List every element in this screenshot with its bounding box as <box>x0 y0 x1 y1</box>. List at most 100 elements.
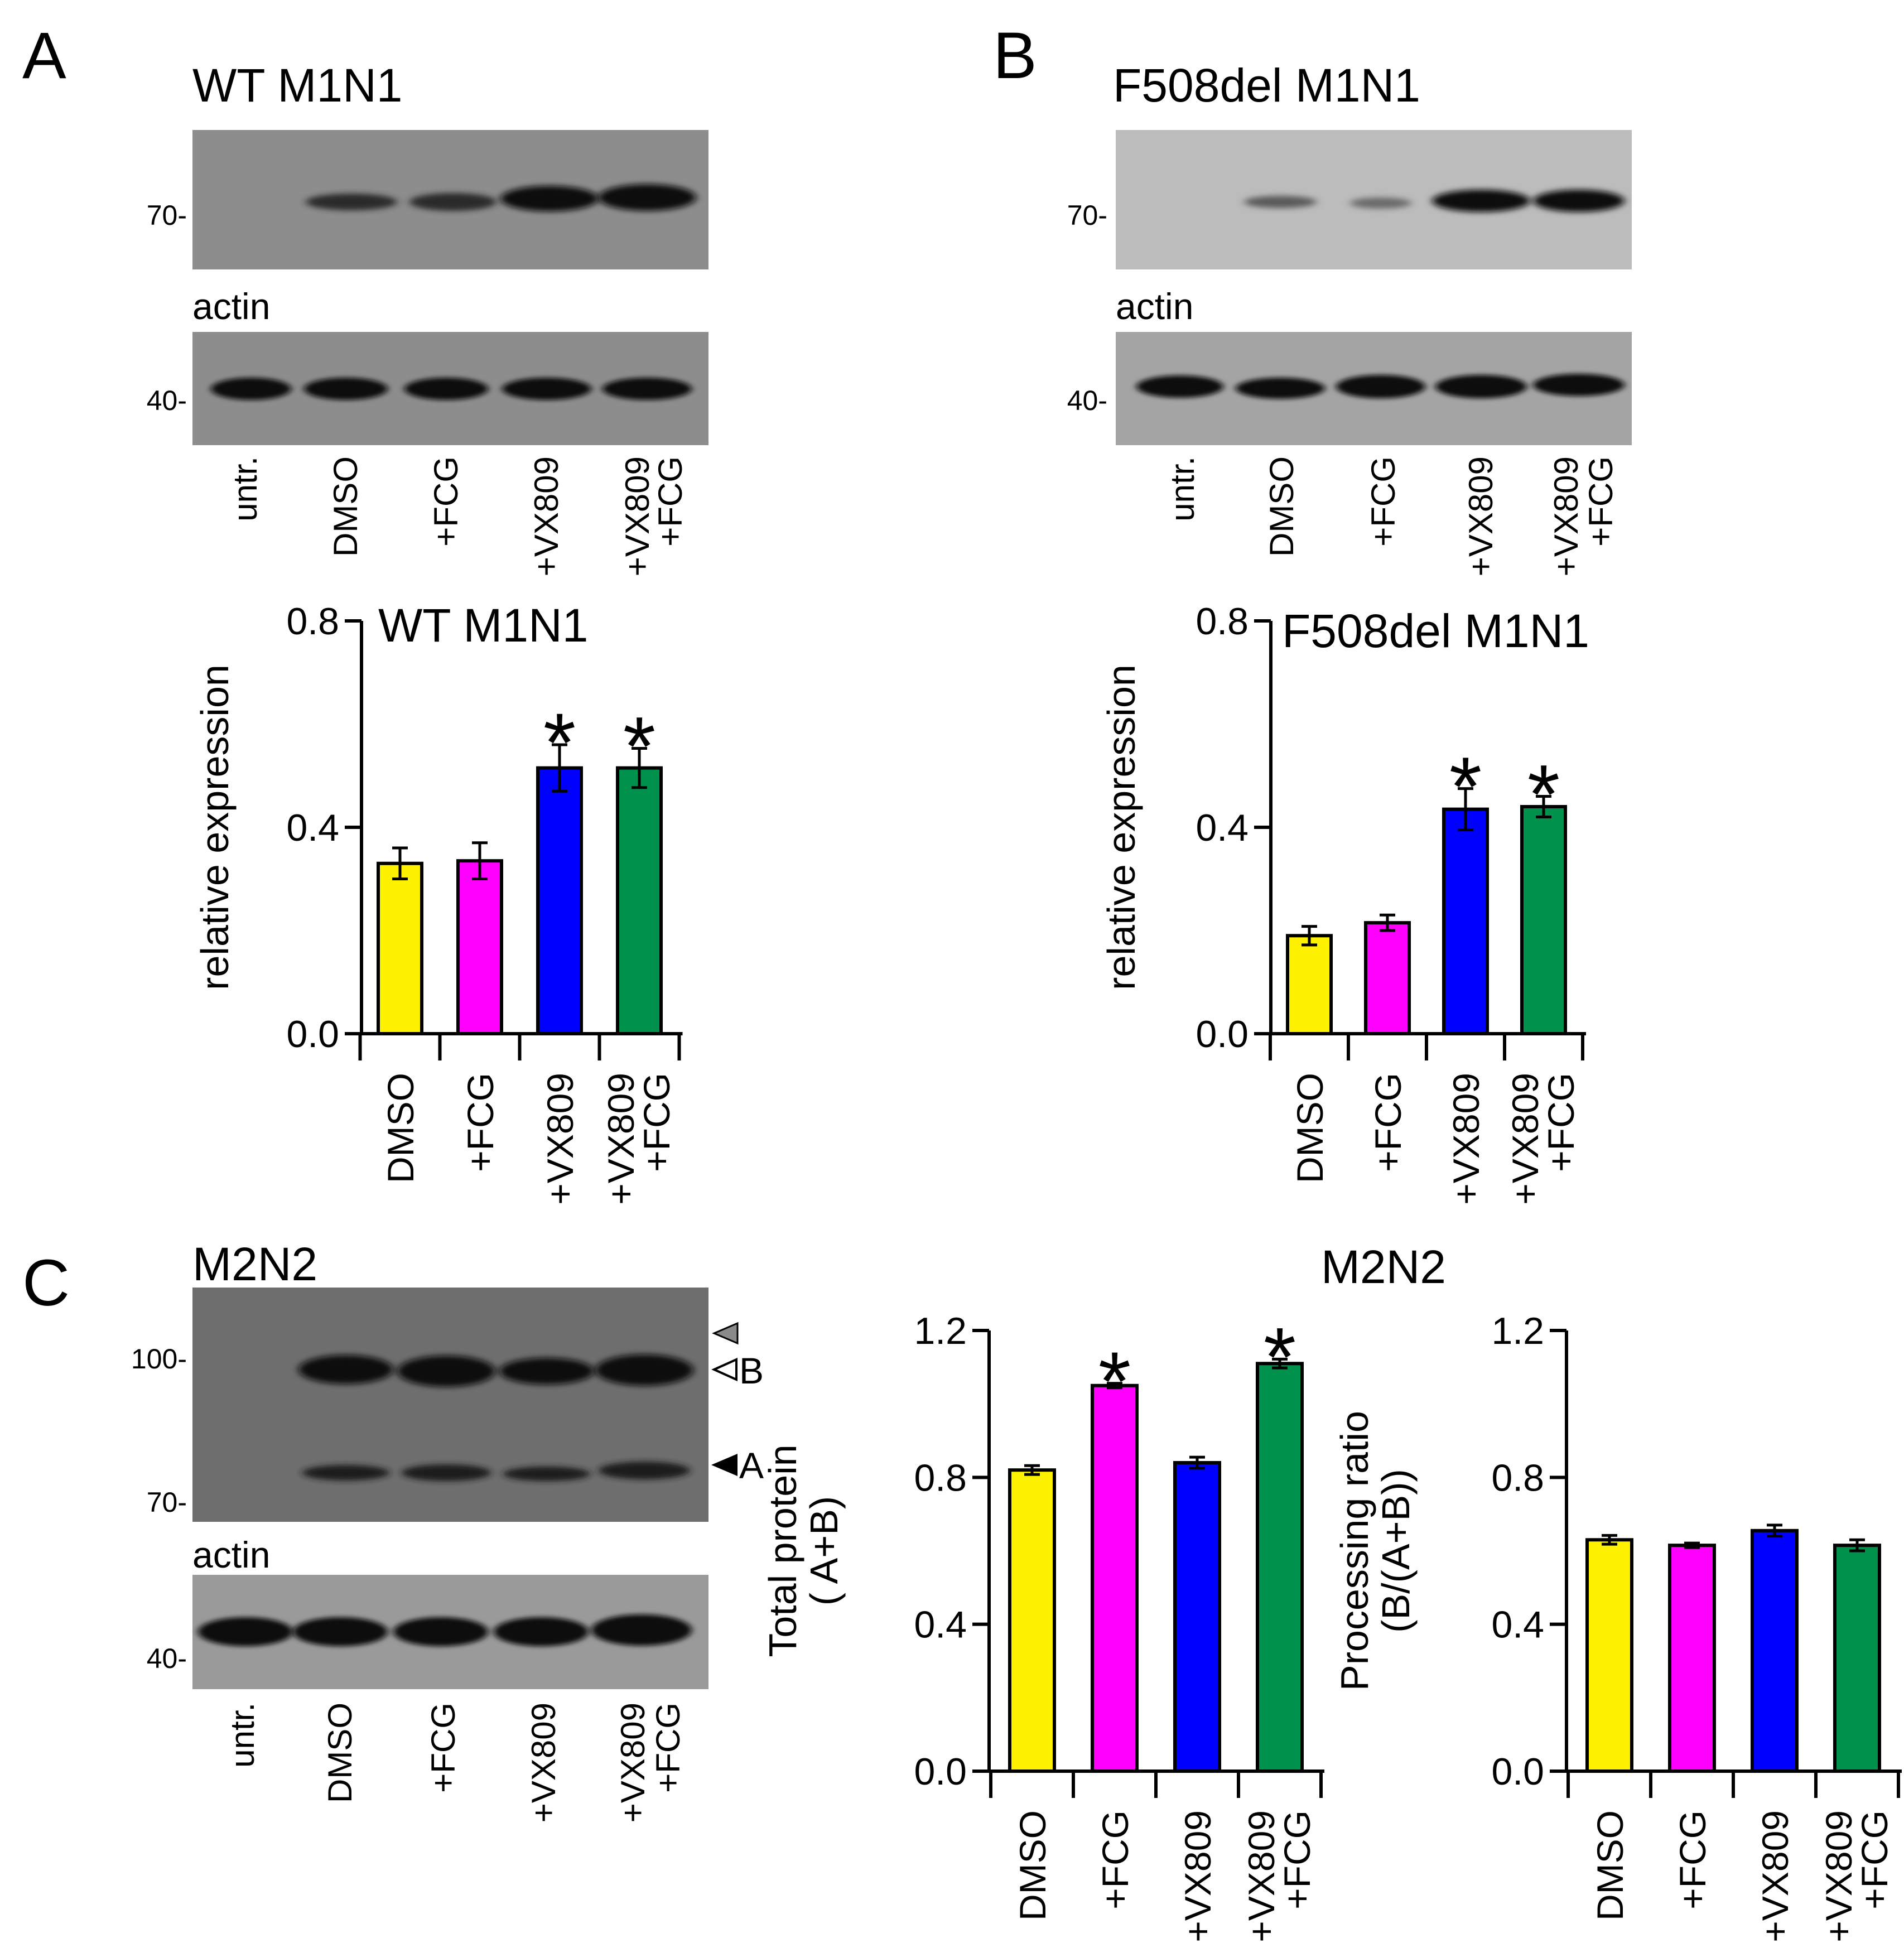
category-label: +FCG <box>1540 1073 1582 1172</box>
blot-band <box>1136 375 1223 398</box>
lane-label: +FCG <box>649 1703 687 1793</box>
y-tick-label: 0.8 <box>914 1457 967 1499</box>
blot-band <box>1350 197 1411 209</box>
y-tick-label: 1.2 <box>1491 1310 1544 1352</box>
blot-band <box>293 1617 388 1646</box>
bar <box>377 861 423 1035</box>
lane-label: +FCG <box>427 456 465 547</box>
significance-star: * <box>1098 1334 1131 1428</box>
bar <box>1256 1362 1304 1773</box>
loading-control-label: actin <box>192 1534 270 1575</box>
category-label: +FCG <box>1367 1073 1409 1172</box>
blot-band <box>595 1354 693 1386</box>
panel-label-a: A <box>22 19 66 93</box>
category-label: +VX809 <box>1505 1073 1546 1205</box>
blot-band <box>302 1465 389 1481</box>
blot-band <box>602 378 692 400</box>
bar <box>1286 934 1333 1035</box>
y-tick-label: 0.4 <box>1196 807 1249 849</box>
y-tick-label: 0.8 <box>1196 600 1249 643</box>
mw-marker-70: 70- <box>147 1487 187 1518</box>
mw-marker-100: 100- <box>131 1343 187 1375</box>
panel-c-charts-title: M2N2 <box>1321 1241 1446 1293</box>
lane-label: untr. <box>1164 456 1201 522</box>
significance-star: * <box>543 696 576 789</box>
blot-band <box>397 1356 495 1387</box>
blot-band <box>599 1462 690 1479</box>
category-label: +VX809 <box>1241 1810 1282 1942</box>
blot-band <box>1533 374 1625 396</box>
blot-membrane <box>192 1288 708 1522</box>
blot-band <box>494 1617 589 1646</box>
lane-labels-b: untr. DMSO +FCG +VX809 +VX809 +FCG <box>1164 456 1619 576</box>
bar <box>1833 1544 1881 1773</box>
panel-label-b: B <box>993 19 1037 93</box>
category-label: +FCG <box>636 1073 677 1172</box>
blot-band <box>500 186 599 211</box>
lane-label: +VX809 <box>1548 456 1585 576</box>
blot-band <box>393 1617 488 1646</box>
blot-band <box>1435 375 1527 398</box>
y-tick-label: 0.8 <box>1491 1457 1544 1499</box>
blot-band <box>306 194 397 210</box>
significance-star: * <box>1264 1310 1296 1404</box>
band-label-b: B <box>739 1350 764 1391</box>
lane-label: +FCG <box>1365 456 1402 547</box>
category-label: +VX809 <box>1754 1810 1796 1942</box>
bar-chart-wt-m1n1: WT M1N1 0.0 0.4 0.8 relative expression DMSO +… <box>193 599 683 1205</box>
lane-label: DMSO <box>321 1703 359 1803</box>
y-axis-label: Total protein <box>761 1444 804 1657</box>
panel-b-blot-title: F508del M1N1 <box>1113 59 1420 112</box>
y-tick-label: 1.2 <box>914 1310 967 1352</box>
bar <box>1364 921 1411 1035</box>
bar <box>1008 1468 1056 1773</box>
blot-band <box>503 1467 590 1481</box>
significance-star: * <box>623 699 655 793</box>
bar <box>456 859 503 1035</box>
lane-label: DMSO <box>1263 456 1300 557</box>
category-label: +FCG <box>1672 1810 1713 1910</box>
panel-label-c: C <box>22 1246 70 1320</box>
y-tick-label: 0.4 <box>286 807 339 849</box>
lane-label: DMSO <box>327 456 364 557</box>
mw-marker-40: 40- <box>1067 385 1107 416</box>
blot-band <box>1236 378 1325 399</box>
loading-control-label: actin <box>1116 286 1193 327</box>
loading-control-label: actin <box>192 286 270 327</box>
lane-label: +FCG <box>1582 456 1619 547</box>
bar <box>616 766 663 1035</box>
significance-star: * <box>1449 740 1482 833</box>
lane-label: untr. <box>226 456 264 522</box>
category-label: +VX809 <box>1818 1810 1859 1942</box>
blot-band <box>1432 190 1530 212</box>
y-tick-label: 0.0 <box>1196 1013 1249 1055</box>
category-label: DMSO <box>380 1073 421 1183</box>
blot-band <box>499 1358 594 1385</box>
bar <box>1668 1544 1716 1773</box>
y-tick-label: 0.0 <box>286 1013 339 1055</box>
category-label: +VX809 <box>1177 1810 1218 1942</box>
lane-label: +VX809 <box>1462 456 1500 576</box>
y-axis-label: relative expression <box>193 664 237 990</box>
blot-actin-a <box>192 332 708 445</box>
blot-band <box>409 193 497 211</box>
lane-labels-c: untr. DMSO +FCG +VX809 +VX809 +FCG <box>224 1703 687 1823</box>
bar-chart-total-protein: 0.0 0.4 0.8 1.2 Total protein( A+B) DMSO * +FCG… <box>761 1310 1324 1942</box>
bar <box>536 766 583 1035</box>
category-label: +FCG <box>1276 1810 1318 1910</box>
panel-b: B F508del M1N1 70- actin 40- untr. DMSO … <box>993 19 1632 576</box>
blot-band <box>1244 196 1317 208</box>
blot-band <box>304 378 388 400</box>
significance-star: * <box>1527 748 1560 841</box>
category-label: +FCG <box>1854 1810 1895 1910</box>
mw-marker-40: 40- <box>147 385 187 416</box>
lane-label: +FCG <box>425 1703 462 1793</box>
band-arrowhead-filled <box>711 1454 738 1476</box>
bar <box>1585 1538 1633 1773</box>
bar-chart-f508del-m1n1: F508del M1N1 0.0 0.4 0.8 relative expression… <box>1100 600 1589 1205</box>
panel-c-blot-title: M2N2 <box>192 1238 317 1290</box>
chart-title: WT M1N1 <box>378 599 588 652</box>
y-axis-label: (B/(A+B)) <box>1374 1469 1418 1633</box>
mw-marker-70: 70- <box>1067 200 1107 231</box>
